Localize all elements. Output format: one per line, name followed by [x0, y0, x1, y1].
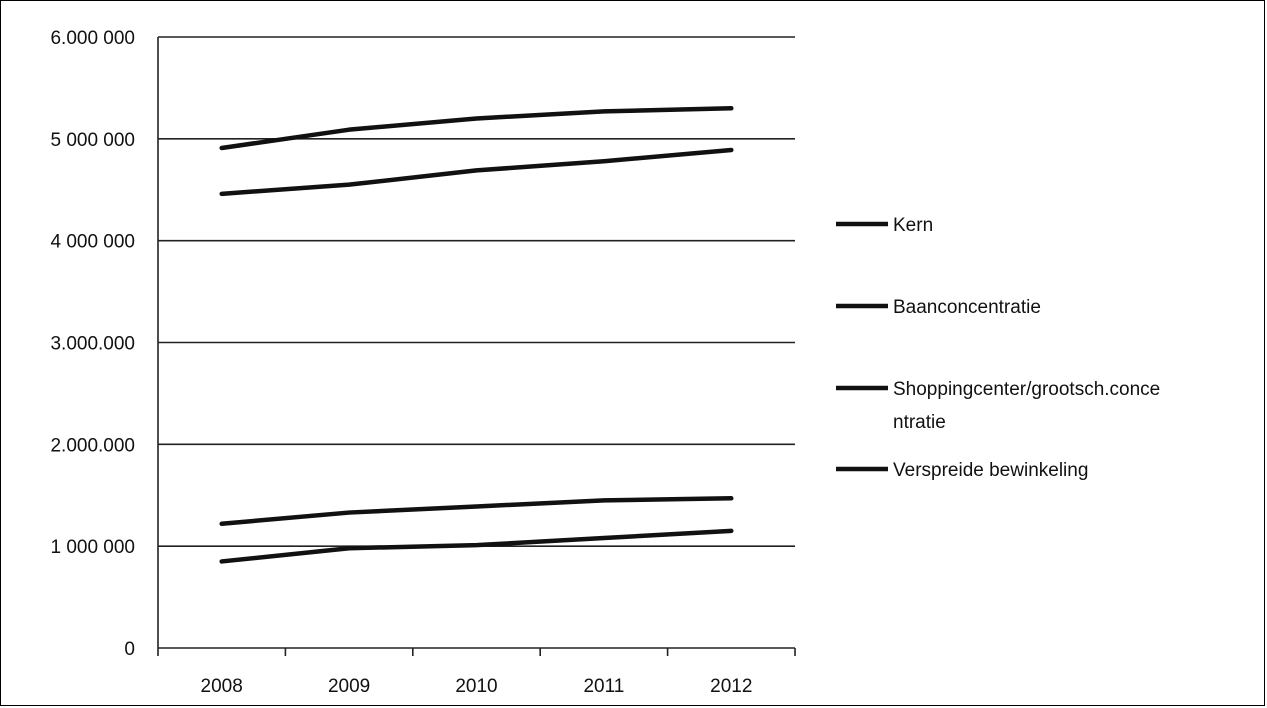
series-line-1 [222, 150, 732, 194]
legend-entry: Verspreide bewinkeling [836, 460, 1088, 481]
legend-label: Kern [893, 215, 933, 236]
series-lines [222, 108, 732, 561]
x-tick-label: 2010 [455, 676, 497, 697]
legend-entry: Shoppingcenter/grootsch.conce ntratie [836, 379, 1160, 433]
y-tick-label: 5 000 000 [50, 130, 135, 151]
gridlines [158, 37, 795, 546]
y-axis-tick-labels: 0 1 000 000 2.000.000 3.000.000 4 000 000 5 0… [50, 28, 135, 660]
x-tick-label: 2008 [201, 676, 243, 697]
y-tick-label: 4 000 000 [50, 232, 135, 253]
legend-label: Shoppingcenter/grootsch.conce [893, 379, 1160, 400]
x-tick-label: 2012 [710, 676, 752, 697]
legend-entry: Baanconcentratie [836, 297, 1041, 318]
axes [158, 37, 795, 656]
y-tick-label: 0 [124, 639, 135, 660]
series-line-0 [222, 108, 732, 148]
legend-entry: Kern [836, 215, 933, 236]
legend-label: ntratie [893, 412, 946, 433]
series-line-2 [222, 498, 732, 523]
legend-label: Baanconcentratie [893, 297, 1041, 318]
y-tick-label: 2.000.000 [50, 435, 135, 456]
legend: Kern Baanconcentratie Shoppingcenter/groot… [836, 215, 1160, 481]
y-tick-label: 6.000 000 [50, 28, 135, 49]
x-tick-label: 2011 [583, 676, 624, 697]
y-tick-label: 1 000 000 [50, 537, 135, 558]
x-axis-tick-labels: 2008 2009 2010 2011 2012 [201, 676, 753, 697]
legend-label: Verspreide bewinkeling [893, 460, 1088, 481]
y-tick-label: 3.000.000 [50, 334, 135, 355]
x-tick-label: 2009 [328, 676, 370, 697]
